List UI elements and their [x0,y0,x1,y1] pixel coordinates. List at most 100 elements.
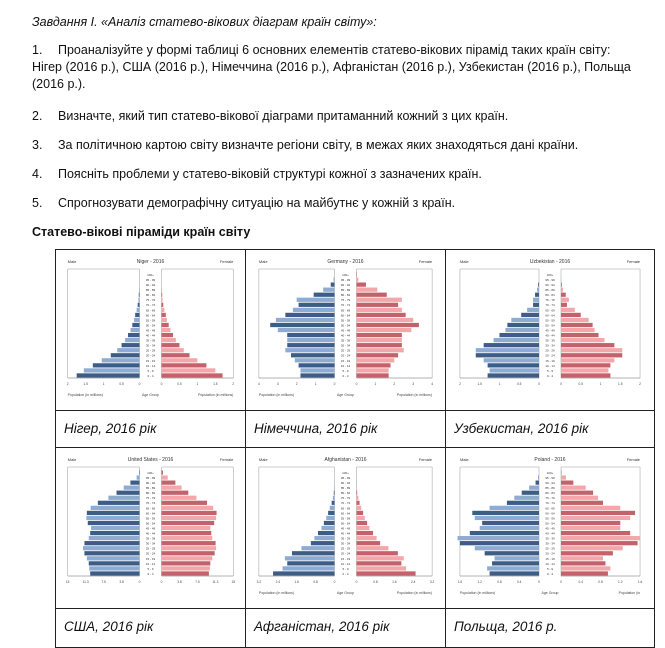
female-bar [561,475,566,479]
x-tick-label: 2 [459,382,461,386]
female-bar [162,516,217,520]
age-group-label: 40 - 44 [341,532,351,536]
female-bar [162,566,210,570]
male-bar [287,561,334,565]
female-bar [162,486,182,490]
age-group-label: 55 - 59 [545,516,555,520]
age-group-label: 30 - 34 [545,542,555,546]
male-bar [505,328,539,332]
age-group-label: 40 - 44 [545,334,555,338]
male-bar [332,501,335,505]
age-group-label: 75 - 79 [146,496,156,500]
age-group-label: 100+ [147,273,154,277]
x-tick-label: 2 [296,382,298,386]
male-bar [91,506,140,510]
female-label: Female [220,457,234,462]
male-bar [295,358,335,362]
male-bar [130,480,139,484]
male-bar [270,323,334,327]
task-1-cont-1: Нігер (2016 р.), США (2016 р.), Німеччин… [32,59,631,76]
x-axis-label-center: Age Group [337,393,354,397]
female-bar [162,551,215,555]
male-bar [488,373,539,377]
age-group-label: 70 - 74 [341,303,351,307]
age-group-label: 85 - 89 [545,288,555,292]
age-group-label: 50 - 54 [341,521,351,525]
male-bar [314,536,334,540]
female-bar [162,313,166,317]
age-group-label: 20 - 24 [341,552,351,556]
age-group-label: 90 - 94 [545,283,555,287]
x-tick-label: 0 [334,580,336,584]
male-bar [89,561,140,565]
age-group-label: 50 - 54 [146,521,156,525]
age-group-label: 10 - 14 [545,562,555,566]
female-bar [162,323,169,327]
age-group-label: 5 - 9 [547,369,553,373]
chart-title: Germany - 2016 [327,259,363,265]
x-tick-label: 1.5 [478,382,483,386]
age-group-label: 15 - 19 [146,359,156,363]
female-bar [162,348,184,352]
male-bar [334,491,335,495]
male-label: Male [259,259,268,264]
male-bar [484,358,539,362]
female-bar [162,298,163,302]
age-group-label: 50 - 54 [545,521,555,525]
male-bar [108,496,139,500]
male-bar [533,303,539,307]
male-bar [490,571,539,575]
female-bar [162,556,213,560]
male-bar [330,506,335,510]
female-bar [162,521,215,525]
male-bar [86,516,139,520]
age-group-label: 60 - 64 [545,511,555,515]
age-group-label: 95 - 99 [341,278,351,282]
x-tick-label: 0 [139,382,141,386]
male-bar [476,353,539,357]
age-group-label: 70 - 74 [545,501,555,505]
male-bar [472,511,539,515]
age-group-label: 30 - 34 [341,542,351,546]
x-tick-label: 11.3 [83,580,89,584]
female-bar [162,506,214,510]
age-group-label: 100+ [547,471,554,475]
male-bar [278,328,335,332]
x-tick-label: 0 [560,580,562,584]
age-group-label: 70 - 74 [146,501,156,505]
age-group-label: 25 - 29 [545,547,555,551]
age-group-label: 80 - 84 [341,491,351,495]
male-bar [522,491,539,495]
male-bar [98,501,140,505]
age-group-label: 95 - 99 [146,278,156,282]
female-label: Female [627,457,641,462]
x-tick-label: 0.5 [579,382,584,386]
x-tick-label: 0 [161,580,163,584]
male-bar [322,526,335,530]
male-bar [492,561,539,565]
male-bar [470,531,539,535]
age-group-label: 85 - 89 [341,486,351,490]
female-bar [561,348,622,352]
male-bar [475,516,539,520]
female-bar [561,536,640,540]
age-group-label: 85 - 89 [545,486,555,490]
female-bar [162,318,167,322]
male-label: Male [68,259,77,264]
female-bar [561,313,581,317]
task-1-cont-2: (2016 р.). [32,76,86,93]
x-tick-label: 1.5 [83,382,88,386]
age-group-label: 65 - 69 [146,506,156,510]
female-bar [561,282,562,286]
x-tick-label: 1 [600,382,602,386]
x-tick-label: 0.8 [373,580,378,584]
male-bar [87,556,140,560]
female-bar [561,566,610,570]
x-axis-label-left: Population (in millions) [460,591,495,595]
female-bar [357,298,402,302]
x-tick-label: 0 [538,382,540,386]
age-group-label: 40 - 44 [341,334,351,338]
age-group-label: 80 - 84 [545,491,555,495]
female-bar [162,363,207,367]
